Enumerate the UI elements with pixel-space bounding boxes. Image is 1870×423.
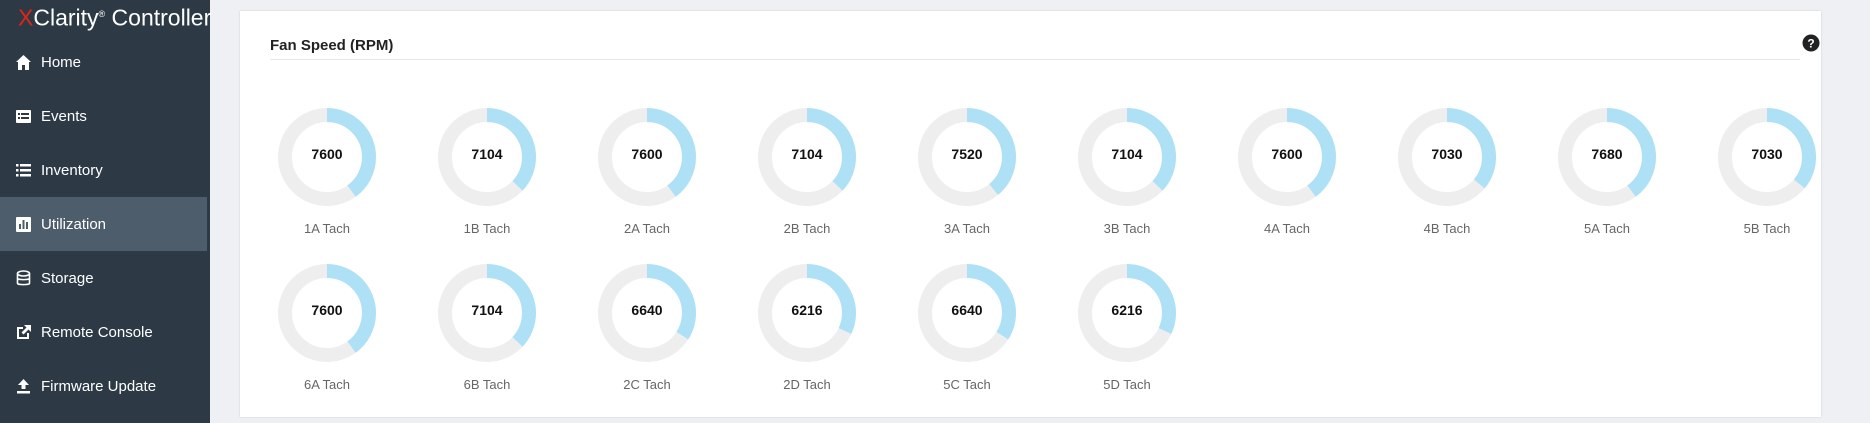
sidebar-nav: Home Events Inventory Utilization Storage Rem… [0,35,210,413]
fan-gauge-ring [1238,108,1336,206]
sidebar: XClarity® Controller Home Events Inventory… [0,0,212,423]
fan-speed-value: 7104 [471,302,503,318]
fan-gauge: 7104 3B Tach [1062,107,1192,236]
sidebar-item-events[interactable]: Events [0,89,210,143]
fan-speed-value: 7030 [1751,146,1783,162]
fan-label: 2C Tach [623,377,671,392]
logo-x: X [18,4,34,31]
upload-icon [14,377,32,395]
fan-gauge: 7104 6B Tach [422,263,552,392]
fan-gauge: 7520 3A Tach [902,107,1032,236]
fan-label: 5D Tach [1103,377,1151,392]
fan-gauge-ring [438,264,536,362]
fan-gauge-ring [278,264,376,362]
fan-label: 3A Tach [943,221,991,236]
list-icon [14,161,32,179]
fan-speed-value: 7520 [951,146,983,162]
help-icon[interactable]: ? [1802,34,1820,52]
fan-speed-value: 6216 [791,302,823,318]
sidebar-item-remote-console[interactable]: Remote Console [0,305,210,359]
fan-gauge: 7600 4A Tach [1222,107,1352,236]
fan-gauge: 6216 5D Tach [1062,263,1192,392]
panel-header: Fan Speed (RPM) ? [270,34,1820,60]
fan-gauge-ring [758,264,856,362]
fan-label: 4A Tach [1263,221,1311,236]
fan-speed-value: 7600 [631,146,663,162]
fan-gauge: 7600 2A Tach [582,107,712,236]
fan-gauge: 7680 5A Tach [1542,107,1672,236]
sidebar-item-label: Firmware Update [41,377,157,395]
svg-text:?: ? [1807,37,1814,51]
sidebar-item-label: Events [41,107,87,125]
fan-speed-value: 6216 [1111,302,1143,318]
storage-icon [14,269,32,287]
logo-trademark: ® [98,9,106,19]
fan-gauge-ring [1078,108,1176,206]
sidebar-item-home[interactable]: Home [0,35,210,89]
fan-label: 1B Tach [463,221,511,236]
fan-gauge: 7030 4B Tach [1382,107,1512,236]
fan-speed-panel: Fan Speed (RPM) ? 7600 1A Tach 7104 1B Tach… [240,11,1821,417]
fan-speed-value: 7600 [311,302,343,318]
fan-gauge-ring [438,108,536,206]
fan-speed-value: 7600 [1271,146,1303,162]
fan-label: 5B Tach [1743,221,1791,236]
sidebar-item-label: Remote Console [41,323,153,341]
fan-label: 4B Tach [1423,221,1471,236]
fan-speed-value: 6640 [631,302,663,318]
sidebar-item-label: Storage [41,269,94,287]
fan-label: 5C Tach [943,377,991,392]
fan-label: 2A Tach [623,221,671,236]
sidebar-item-utilization[interactable]: Utilization [0,197,207,251]
logo-text: Clarity [33,4,99,31]
app-logo: XClarity® Controller [0,0,212,31]
fan-label: 6A Tach [303,377,351,392]
bar-chart-icon [14,215,32,233]
fan-speed-value: 7030 [1431,146,1463,162]
fan-gauge-ring [598,108,696,206]
fan-gauge-ring [598,264,696,362]
sidebar-item-label: Home [41,53,82,71]
fan-gauge-ring [1078,264,1176,362]
fan-gauge-ring [1718,108,1816,206]
fan-gauge: 7600 6A Tach [262,263,392,392]
fan-gauge: 6640 2C Tach [582,263,712,392]
fan-gauge-ring [278,108,376,206]
fan-gauge: 7104 2B Tach [742,107,872,236]
sidebar-item-label: Utilization [41,215,107,233]
fan-label: 2D Tach [783,377,831,392]
fan-gauge: 6640 5C Tach [902,263,1032,392]
fan-label: 6B Tach [463,377,511,392]
fan-gauge: 7600 1A Tach [262,107,392,236]
fan-gauge: 6216 2D Tach [742,263,872,392]
fan-speed-value: 7104 [1111,146,1143,162]
fan-gauge-ring [758,108,856,206]
fan-speed-value: 7600 [311,146,343,162]
sidebar-item-firmware-update[interactable]: Firmware Update [0,359,210,413]
fan-label: 5A Tach [1583,221,1631,236]
panel-title: Fan Speed (RPM) [270,37,394,54]
sidebar-item-storage[interactable]: Storage [0,251,210,305]
events-icon [14,107,32,125]
logo-controller: Controller [105,4,212,31]
fan-gauge-ring [1558,108,1656,206]
fan-gauge-ring [918,264,1016,362]
sidebar-item-inventory[interactable]: Inventory [0,143,210,197]
fan-speed-value: 7104 [791,146,823,162]
external-link-icon [14,323,32,341]
fan-gauge-ring [918,108,1016,206]
fan-speed-value: 6640 [951,302,983,318]
fan-label: 3B Tach [1103,221,1151,236]
fan-speed-value: 7104 [471,146,503,162]
fan-gauge-ring [1398,108,1496,206]
fan-gauge: 7030 5B Tach [1702,107,1832,236]
sidebar-item-label: Inventory [41,161,103,179]
home-icon [14,53,32,71]
fan-label: 2B Tach [783,221,831,236]
fan-gauge: 7104 1B Tach [422,107,552,236]
fan-label: 1A Tach [303,221,351,236]
fan-speed-value: 7680 [1591,146,1623,162]
